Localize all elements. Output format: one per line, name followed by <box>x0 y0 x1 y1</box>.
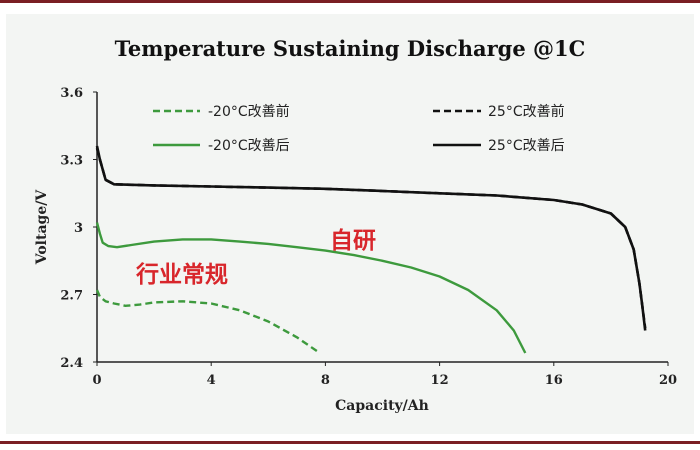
x-tick-labels: 0 4 8 12 16 20 <box>92 362 677 388</box>
top-divider <box>0 0 700 3</box>
x-tick-label: 0 <box>92 373 101 388</box>
series-line-25-after <box>95 145 647 331</box>
y-tick-label: 2.4 <box>60 356 83 371</box>
x-tick-label: 20 <box>659 373 677 388</box>
annotation-industry-standard: 行业常规 <box>135 261 228 288</box>
legend: -20°C改善前 -20°C改善后 25°C改善前 25°C改善后 <box>153 103 565 154</box>
bottom-divider <box>0 441 700 444</box>
y-tick-label: 3.3 <box>60 154 83 169</box>
x-tick-label: 4 <box>207 373 216 388</box>
legend-label-25-after: 25°C改善后 <box>488 138 565 154</box>
legend-label-minus20-after: -20°C改善后 <box>208 138 290 154</box>
legend-label-minus20-before: -20°C改善前 <box>208 103 290 120</box>
legend-label-25-before: 25°C改善前 <box>488 103 565 120</box>
x-tick-label: 12 <box>431 373 449 388</box>
x-tick-label: 8 <box>321 373 330 388</box>
y-tick-labels: 3.6 3.3 3 2.7 2.4 <box>60 86 97 371</box>
chart-plate <box>6 14 694 434</box>
annotation-self-developed: 自研 <box>330 227 376 254</box>
x-tick-label: 16 <box>545 373 563 388</box>
y-axis-label: Voltage/V <box>34 189 50 266</box>
series-line-minus20-after <box>95 222 527 354</box>
y-tick-label: 3 <box>74 221 83 236</box>
y-tick-label: 3.6 <box>60 86 83 101</box>
x-axis-label: Capacity/Ah <box>335 398 429 414</box>
y-tick-label: 2.7 <box>60 289 83 304</box>
chart-title: Temperature Sustaining Discharge @1C <box>115 36 586 61</box>
axes <box>96 92 668 363</box>
series-line-minus20-before <box>95 289 321 354</box>
series-layer <box>95 145 647 354</box>
